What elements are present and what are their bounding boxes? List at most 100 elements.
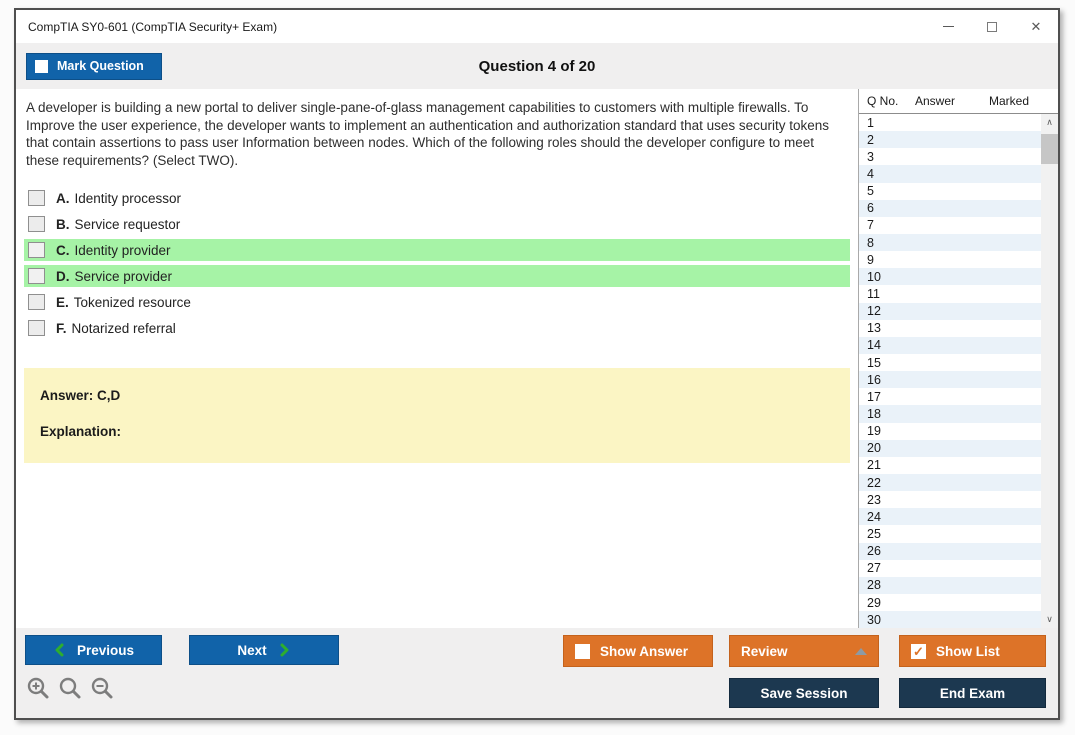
question-number: 25 xyxy=(867,526,881,541)
option-row[interactable]: C. Identity provider xyxy=(24,239,850,262)
mark-question-button[interactable]: Mark Question xyxy=(26,52,162,80)
question-list-row[interactable]: 14 xyxy=(859,336,1041,354)
question-list-row[interactable]: 29 xyxy=(859,594,1041,611)
question-list-row[interactable]: 18 xyxy=(859,405,1041,423)
question-list-row[interactable]: 6 xyxy=(859,199,1041,217)
question-list-row[interactable]: 24 xyxy=(859,508,1041,526)
close-button[interactable]: ✕ xyxy=(1014,10,1058,43)
question-number: 5 xyxy=(867,184,874,199)
question-number: 8 xyxy=(867,235,874,250)
option-row[interactable]: B. Service requestor xyxy=(24,213,850,235)
show-answer-checkbox[interactable] xyxy=(575,643,590,659)
mark-question-checkbox[interactable] xyxy=(35,59,48,73)
question-list-row[interactable]: 1 xyxy=(859,114,1041,131)
option-checkbox[interactable] xyxy=(28,190,45,207)
question-number: 26 xyxy=(867,544,881,559)
question-list-row[interactable]: 8 xyxy=(859,233,1041,252)
show-answer-button[interactable]: Show Answer xyxy=(563,635,713,667)
question-list-row[interactable]: 11 xyxy=(859,285,1041,302)
option-checkbox[interactable] xyxy=(28,242,45,259)
content-area: A developer is building a new portal to … xyxy=(16,89,1058,628)
option-row[interactable]: A. Identity processor xyxy=(24,187,850,209)
question-list-row[interactable]: 30 xyxy=(859,611,1041,628)
option-checkbox[interactable] xyxy=(28,294,45,311)
option-row[interactable]: E. Tokenized resource xyxy=(24,291,850,313)
next-button[interactable]: Next xyxy=(189,635,339,665)
question-list-row[interactable]: 13 xyxy=(859,320,1041,337)
column-header-qno: Q No. xyxy=(867,94,899,108)
action-buttons-row2: Save Session End Exam xyxy=(729,678,1046,708)
question-number: 27 xyxy=(867,561,881,576)
question-number: 12 xyxy=(867,304,881,319)
question-number: 9 xyxy=(867,252,874,267)
zoom-reset-icon[interactable] xyxy=(58,676,82,700)
option-text: Service provider xyxy=(74,268,173,284)
question-counter: Question 4 of 20 xyxy=(478,57,596,75)
question-list-row[interactable]: 15 xyxy=(859,354,1041,371)
show-answer-label: Show Answer xyxy=(600,643,689,659)
question-number: 10 xyxy=(867,269,881,284)
scroll-up-icon[interactable]: ∧ xyxy=(1046,117,1053,127)
show-list-checkbox[interactable]: ✓ xyxy=(911,643,926,659)
question-area: A developer is building a new portal to … xyxy=(16,89,858,628)
question-list-panel: Q No. Answer Marked 1 2 3 4 5 xyxy=(858,89,1058,628)
question-list-row[interactable]: 4 xyxy=(859,165,1041,183)
question-list-row[interactable]: 9 xyxy=(859,251,1041,268)
mark-question-label: Mark Question xyxy=(57,59,144,73)
option-checkbox[interactable] xyxy=(28,320,45,337)
option-text: Tokenized resource xyxy=(73,294,191,310)
zoom-out-icon[interactable] xyxy=(90,676,114,700)
question-list-row[interactable]: 17 xyxy=(859,388,1041,405)
question-number: 29 xyxy=(867,595,881,610)
question-list-row[interactable]: 2 xyxy=(859,131,1041,149)
question-list-row[interactable]: 19 xyxy=(859,423,1041,440)
option-checkbox[interactable] xyxy=(28,216,45,233)
app-window: CompTIA SY0-601 (CompTIA Security+ Exam)… xyxy=(14,8,1060,720)
zoom-in-icon[interactable] xyxy=(26,676,50,700)
question-list-row[interactable]: 23 xyxy=(859,491,1041,508)
window-title: CompTIA SY0-601 (CompTIA Security+ Exam) xyxy=(28,19,278,34)
chevron-left-icon xyxy=(55,643,64,657)
question-list-row[interactable]: 26 xyxy=(859,542,1041,560)
options-list: A. Identity processor B. Service request… xyxy=(24,187,850,339)
question-list-body: 1 2 3 4 5 6 7 8 xyxy=(859,114,1058,628)
action-buttons-row1: Show Answer Review ✓ Show List xyxy=(563,635,1046,667)
end-exam-button[interactable]: End Exam xyxy=(899,678,1046,708)
question-list-row[interactable]: 28 xyxy=(859,576,1041,594)
question-list-row[interactable]: 27 xyxy=(859,560,1041,577)
option-letter: C. xyxy=(56,242,70,258)
question-list-row[interactable]: 22 xyxy=(859,473,1041,492)
question-header-band: Question 4 of 20 Mark Question xyxy=(16,43,1058,89)
minimize-button[interactable] xyxy=(926,10,970,43)
question-list-row[interactable]: 7 xyxy=(859,217,1041,234)
list-scrollbar[interactable]: ∧ ∨ xyxy=(1041,114,1058,628)
maximize-icon xyxy=(987,21,997,32)
question-list-row[interactable]: 3 xyxy=(859,148,1041,165)
scrollbar-thumb[interactable] xyxy=(1041,134,1058,164)
question-number: 24 xyxy=(867,509,881,524)
question-number: 6 xyxy=(867,201,874,216)
review-button[interactable]: Review xyxy=(729,635,879,667)
option-checkbox[interactable] xyxy=(28,268,45,285)
option-row[interactable]: F. Notarized referral xyxy=(24,317,850,339)
review-label: Review xyxy=(741,643,788,659)
previous-button[interactable]: Previous xyxy=(25,635,162,665)
question-list-row[interactable]: 10 xyxy=(859,268,1041,286)
question-number: 28 xyxy=(867,578,881,593)
maximize-button[interactable] xyxy=(970,10,1014,43)
question-list-row[interactable]: 25 xyxy=(859,525,1041,542)
question-list-row[interactable]: 12 xyxy=(859,302,1041,320)
close-icon: ✕ xyxy=(1030,18,1042,34)
scroll-down-icon[interactable]: ∨ xyxy=(1046,614,1053,624)
show-list-button[interactable]: ✓ Show List xyxy=(899,635,1046,667)
question-number: 17 xyxy=(867,389,881,404)
option-row[interactable]: D. Service provider xyxy=(24,265,850,288)
footer-bar: Previous Next Show Answer Review ✓ xyxy=(16,628,1058,718)
question-list-row[interactable]: 21 xyxy=(859,457,1041,474)
question-list-row[interactable]: 5 xyxy=(859,183,1041,200)
previous-label: Previous xyxy=(76,642,135,658)
answer-explanation-box: Answer: C,D Explanation: xyxy=(24,368,850,464)
question-list-row[interactable]: 16 xyxy=(859,371,1041,389)
question-list-row[interactable]: 20 xyxy=(859,439,1041,457)
save-session-button[interactable]: Save Session xyxy=(729,678,879,708)
